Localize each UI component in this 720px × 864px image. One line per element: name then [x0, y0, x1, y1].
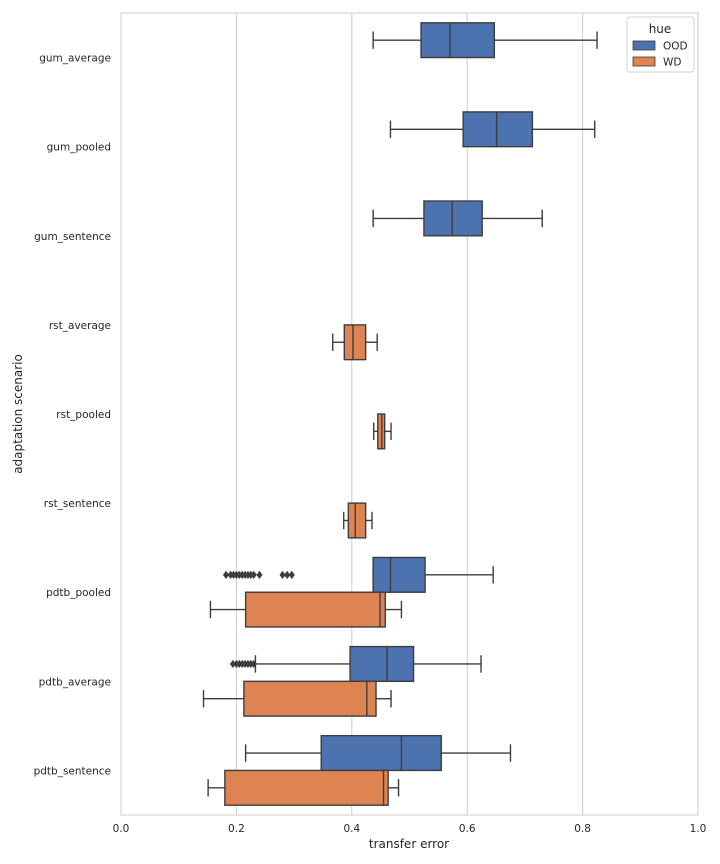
- iqr-box: [423, 200, 483, 237]
- box-pdtb_average-wd: [202, 680, 392, 717]
- category-label: gum_sentence: [34, 231, 111, 243]
- legend-swatch-wd: [632, 56, 656, 67]
- box-gum_average-ood: [372, 22, 598, 59]
- x-axis-label: transfer error: [369, 837, 449, 851]
- iqr-box: [347, 502, 367, 539]
- legend-entries: OOD WD: [632, 40, 688, 69]
- category-labels: gum_average gum_pooled gum_sentence rst_ave…: [34, 53, 111, 778]
- iqr-box: [244, 591, 386, 628]
- x-tick-label: 0.4: [343, 823, 360, 835]
- box-rst_sentence-wd: [343, 502, 373, 539]
- iqr-box: [343, 324, 367, 361]
- iqr-box: [462, 111, 534, 148]
- outlier-point: [279, 570, 286, 579]
- outlier-point: [256, 570, 263, 579]
- outlier-point: [250, 659, 257, 669]
- box-pdtb_sentence-wd: [207, 769, 400, 806]
- box-pdtb_pooled-ood: [222, 556, 494, 593]
- legend-swatch-ood: [632, 40, 656, 51]
- category-label: pdtb_pooled: [46, 587, 111, 599]
- plot-area: [120, 12, 699, 816]
- box-pdtb_pooled-wd: [209, 591, 403, 628]
- x-tick-label: 0.0: [113, 823, 130, 835]
- box-gum_pooled-ood: [389, 111, 596, 148]
- box-series: [202, 22, 598, 806]
- outlier-point: [250, 570, 257, 579]
- box-rst_average-wd: [332, 324, 378, 361]
- x-tick-label: 1.0: [690, 823, 707, 835]
- category-label: gum_pooled: [47, 142, 111, 154]
- x-tick-label: 0.8: [574, 823, 591, 835]
- outlier-point: [288, 570, 295, 579]
- outlier-point: [222, 570, 230, 579]
- legend-label-wd: WD: [663, 57, 681, 69]
- x-tick-label: 0.2: [228, 823, 245, 835]
- category-label: rst_average: [49, 320, 111, 332]
- x-tick-label: 0.6: [459, 823, 476, 835]
- category-label: pdtb_average: [39, 676, 111, 688]
- box-rst_pooled-wd: [373, 413, 392, 450]
- iqr-box: [349, 645, 415, 683]
- category-label: rst_pooled: [56, 409, 111, 421]
- legend-title: hue: [649, 22, 672, 36]
- box-pdtb_average-ood: [229, 645, 482, 683]
- legend-label-ood: OOD: [663, 41, 688, 53]
- category-label: gum_average: [39, 53, 111, 65]
- y-axis-label: adaptation scenario: [11, 354, 25, 474]
- iqr-box: [243, 680, 377, 717]
- outlier-point: [284, 570, 291, 579]
- box-pdtb_sentence-ood: [244, 734, 512, 772]
- iqr-box: [372, 556, 426, 593]
- category-label: rst_sentence: [44, 498, 111, 510]
- box-gum_sentence-ood: [372, 200, 543, 237]
- iqr-box: [420, 22, 496, 59]
- iqr-box: [320, 734, 442, 772]
- category-label: pdtb_sentence: [34, 765, 111, 777]
- legend: hue OOD WD: [626, 16, 695, 73]
- iqr-box: [224, 769, 389, 806]
- x-tick-labels: 0.0 0.2 0.4 0.6 0.8 1.0: [113, 823, 707, 835]
